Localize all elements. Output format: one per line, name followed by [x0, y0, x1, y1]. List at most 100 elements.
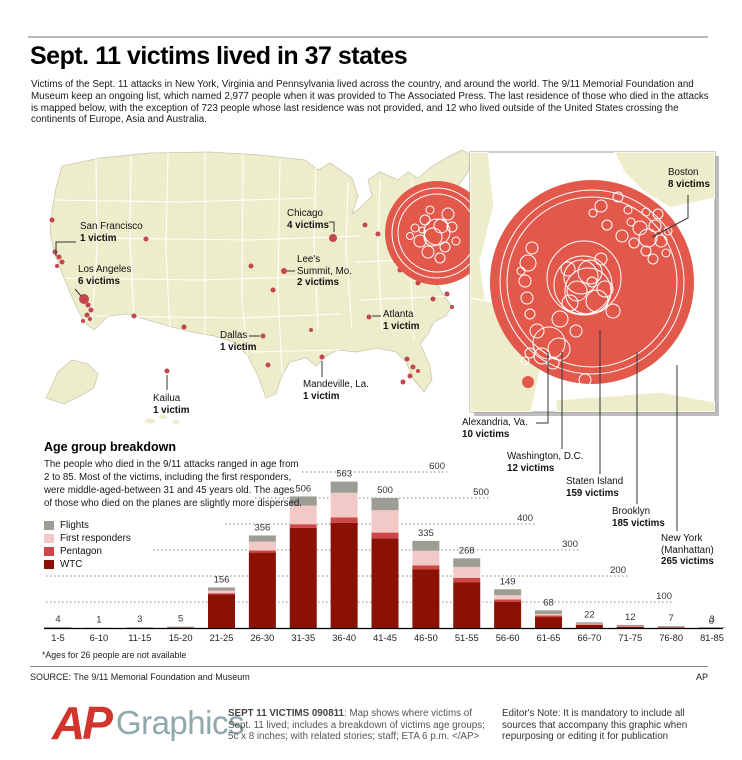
- callout-line: [55, 241, 76, 256]
- hawaii-island: [159, 415, 167, 419]
- chart-text: 200: [610, 565, 626, 576]
- victim-dot: [407, 373, 413, 379]
- chart-text: 81-85: [700, 633, 724, 643]
- bar-segment-wtc: [535, 617, 562, 628]
- chart-text: 268: [459, 545, 475, 556]
- bar-segment-first-responders: [453, 566, 481, 578]
- bar-segment-first-responders: [289, 505, 317, 525]
- chart-text: 563: [336, 469, 352, 480]
- victim-dot: [404, 356, 410, 362]
- hawaii-island: [172, 420, 180, 424]
- victim-dot: [366, 314, 372, 320]
- bar-segment-pentagon: [412, 565, 440, 570]
- bar-segment-wtc: [412, 569, 440, 628]
- victim-dot: [131, 313, 137, 319]
- bar-segment-wtc: [371, 538, 399, 628]
- chart-text: 100: [656, 591, 672, 602]
- age-bar-chart: 600 500 400 300 200 100 4 1-5 1 6-10 3 11-15 5 15-20 1…: [44, 461, 726, 643]
- bar-segment-wtc: [616, 626, 644, 628]
- victim-dot: [260, 333, 266, 339]
- victim-dot: [319, 354, 325, 360]
- map-dots: [49, 217, 454, 385]
- bar-segment-pentagon: [494, 599, 522, 602]
- inset-callout-lines: [536, 195, 689, 531]
- bar-segment-wtc: [167, 627, 195, 628]
- chart-text: 15-20: [169, 633, 193, 643]
- bar-segment-wtc: [575, 624, 603, 628]
- map-callout-lines: [55, 221, 381, 390]
- bar-segment-flights: [575, 622, 603, 624]
- main-map-cluster: [385, 181, 489, 285]
- chart-text: 26-30: [250, 633, 274, 643]
- bar-segment-pentagon: [289, 524, 317, 528]
- callout-line: [536, 352, 549, 424]
- bar-segment-pentagon: [330, 517, 358, 523]
- victim-dot: [248, 263, 254, 269]
- chart-text: 36-40: [332, 633, 356, 643]
- us-mainland: [49, 149, 473, 399]
- bar-segment-pentagon: [248, 550, 276, 553]
- victim-dot: [88, 317, 92, 321]
- bar-segment-flights: [535, 610, 562, 614]
- bar-segment-flights: [698, 627, 726, 628]
- chart-text: 500: [473, 487, 489, 498]
- victim-dot: [329, 234, 337, 242]
- victim-dot: [85, 302, 91, 308]
- victim-dot: [55, 264, 59, 268]
- victim-dot: [450, 305, 454, 309]
- chart-text: 149: [500, 576, 516, 587]
- chart-text: 41-45: [373, 633, 397, 643]
- chart-text: 51-55: [455, 633, 479, 643]
- bar-segment-flights: [616, 624, 644, 627]
- bar-segment-flights: [208, 587, 235, 591]
- chart-text: 156: [214, 574, 230, 585]
- chart-text: 335: [418, 528, 434, 539]
- victim-dot: [143, 236, 149, 242]
- us-map: [45, 149, 489, 424]
- bar-segment-flights: [44, 626, 72, 628]
- bar-segment-first-responders: [412, 550, 440, 566]
- victim-dot: [416, 369, 420, 373]
- chart-text: 66-70: [577, 633, 601, 643]
- bar-segment-pentagon: [453, 577, 481, 583]
- bar-segment-wtc: [208, 594, 235, 628]
- bar-segment-pentagon: [208, 593, 235, 595]
- victim-dot: [362, 222, 368, 228]
- chart-text: 400: [517, 513, 533, 524]
- bar-segment-wtc: [330, 522, 358, 628]
- victim-dot: [444, 291, 450, 297]
- chart-text: 4: [55, 614, 60, 625]
- victim-dot: [81, 319, 85, 323]
- chart-text: 0: [709, 616, 714, 627]
- victim-dot: [375, 231, 381, 237]
- bar-segment-flights: [330, 481, 358, 493]
- victim-dot: [84, 312, 90, 318]
- bar-segment-pentagon: [535, 615, 562, 618]
- inset-outlier-dot: [522, 376, 534, 388]
- inset-cluster: [490, 180, 694, 388]
- bar-segment-flights: [453, 558, 481, 567]
- chart-text: 12: [625, 612, 636, 623]
- victim-dot: [430, 296, 436, 302]
- bar-segment-first-responders: [575, 623, 603, 625]
- bar-segment-wtc: [248, 552, 276, 628]
- bar-segment-flights: [126, 627, 154, 628]
- victim-dot: [181, 324, 187, 330]
- victim-dot: [88, 307, 94, 313]
- chart-text: 71-75: [618, 633, 642, 643]
- chart-text: 5: [178, 614, 183, 625]
- chart-text: 61-65: [537, 633, 561, 643]
- chart-text: 356: [254, 522, 270, 533]
- intro-paragraph: Victims of the Sept. 11 attacks in New Y…: [31, 79, 709, 126]
- bar-segment-flights: [657, 626, 685, 627]
- chart-text: 506: [295, 483, 311, 494]
- bar-segment-first-responders: [371, 510, 399, 533]
- callout-line: [329, 221, 335, 232]
- chart-text: 76-80: [659, 633, 683, 643]
- bar-segment-first-responders: [535, 613, 562, 616]
- victim-dot: [79, 294, 89, 304]
- hawaii-island: [145, 418, 155, 424]
- chart-text: 1: [96, 615, 101, 626]
- victim-dot: [265, 362, 271, 368]
